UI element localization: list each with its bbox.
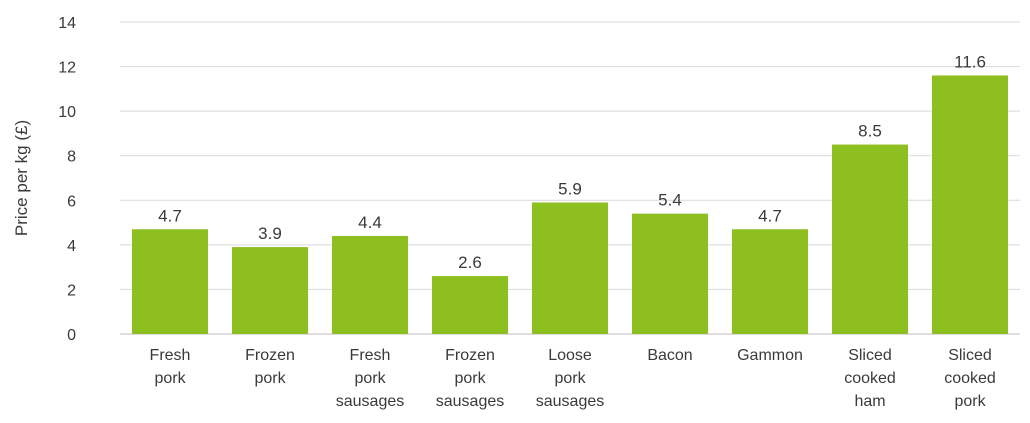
x-category-label: Fresh pork sausages [336,347,405,410]
x-category-label-line: Fresh [150,347,191,364]
bar [932,75,1008,334]
x-category-label-line: Fresh [350,347,391,364]
x-category-label: Sliced cooked pork [944,347,996,410]
bar-value-label: 4.7 [158,206,182,225]
y-tick-label: 8 [67,149,76,166]
y-tick-label: 14 [58,15,76,32]
x-category-label-line: pork [954,393,986,410]
x-category-label-line: cooked [944,370,996,387]
y-tick-label: 10 [58,104,76,121]
bar-value-label: 2.6 [458,253,482,272]
bar [132,229,208,334]
bar-value-label: 4.4 [358,213,382,232]
y-tick-label: 6 [67,193,76,210]
y-axis-title: Price per kg (£) [12,120,31,236]
x-category-label-line: Frozen [245,347,295,364]
x-category-label: Gammon [737,347,803,364]
bar [432,276,508,334]
x-category-label-line: Frozen [445,347,495,364]
x-category-label-line: ham [854,393,885,410]
bar-value-label: 5.4 [658,191,682,210]
bar [632,213,708,334]
bar-value-label: 11.6 [954,52,986,71]
x-category-label-line: pork [154,370,186,387]
x-category-label-line: Sliced [848,347,892,364]
x-category-label: Sliced cooked ham [844,347,896,410]
x-category-label-line: Loose [548,347,592,364]
x-category-label: Frozen pork sausages [436,347,505,410]
y-tick-label: 2 [67,282,76,299]
bar [732,229,808,334]
x-category-label-line: pork [454,370,486,387]
bar [532,202,608,334]
bar [832,144,908,334]
data-labels: 4.7 3.9 4.4 2.6 5.9 5.4 4.7 8.5 11.6 [158,52,986,272]
x-category-label-line: pork [354,370,386,387]
x-category-label: Loose pork sausages [536,347,605,410]
x-category-label-line: Gammon [737,347,803,364]
x-category-label-line: sausages [536,393,605,410]
bar [332,235,408,334]
y-tick-label: 12 [58,60,76,77]
x-category-label-line: sausages [436,393,505,410]
bar [232,247,308,334]
bar-value-label: 3.9 [258,224,282,243]
x-category-label-line: sausages [336,393,405,410]
y-tick-label: 0 [67,327,76,344]
bar-value-label: 4.7 [758,206,782,225]
y-axis-ticks: 0 2 4 6 8 10 12 14 [58,15,76,344]
x-category-label-line: pork [554,370,586,387]
x-category-label: Fresh pork [150,347,191,387]
bars [132,75,1008,334]
y-tick-label: 4 [67,238,76,255]
bar-value-label: 8.5 [858,122,882,141]
x-category-label: Frozen pork [245,347,295,387]
x-category-label-line: Sliced [948,347,992,364]
x-category-label-line: cooked [844,370,896,387]
x-category-label: Bacon [647,347,692,364]
x-category-label-line: Bacon [647,347,692,364]
x-category-label-line: pork [254,370,286,387]
bar-value-label: 5.9 [558,180,582,199]
